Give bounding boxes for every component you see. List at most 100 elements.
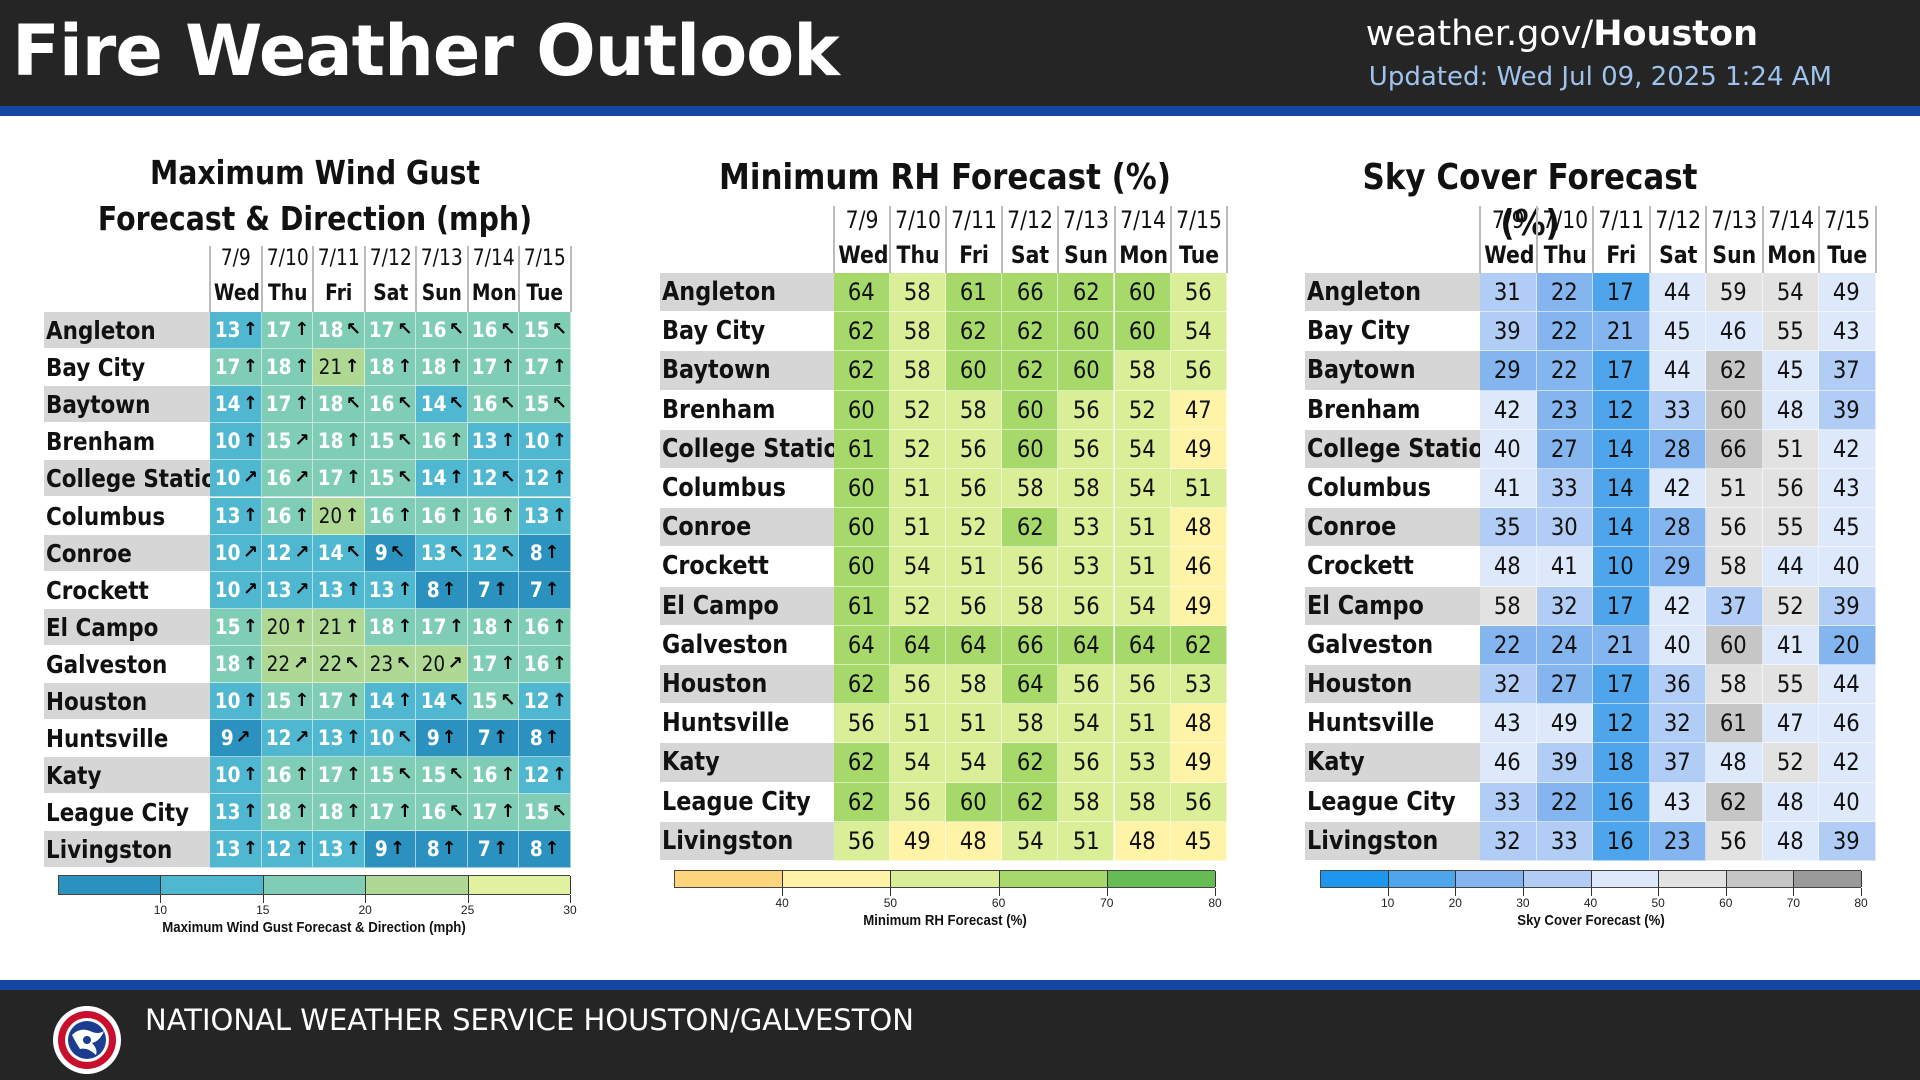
rh-value-cell: 53	[1114, 743, 1171, 783]
wind-value-label: 16	[420, 503, 447, 528]
wind-day-label: Mon	[471, 281, 517, 306]
rh-value-cell: 62	[1002, 743, 1059, 783]
sky-value-cell: 29	[1649, 547, 1706, 587]
rh-value-label: 64	[960, 630, 988, 659]
wind-direction-arrow-icon: ↖	[500, 319, 516, 341]
rh-value-cell: 62	[1002, 508, 1059, 548]
wind-value-label: 15	[265, 689, 292, 714]
wind-city-row-bg	[44, 423, 210, 460]
sky-value-label: 42	[1663, 591, 1691, 620]
wind-direction-arrow-icon: ↑	[397, 504, 413, 526]
wind-value-cell: 15 ↖	[519, 312, 571, 350]
wind-direction-arrow-icon: ↖	[448, 319, 464, 341]
sky-value-label: 44	[1663, 356, 1691, 385]
wind-value-cell: 10 ↑	[210, 683, 262, 721]
sky-city-row-bg	[1305, 743, 1480, 782]
sky-value-label: 32	[1663, 709, 1691, 738]
sky-colorbar-tick-label: 50	[1651, 896, 1665, 910]
wind-value-label: 20	[318, 503, 342, 528]
rh-value-label: 46	[1184, 552, 1212, 581]
wind-value-label: 15	[523, 318, 550, 343]
wind-value-cell: 14 ↑	[416, 460, 468, 498]
sky-city-label: Livingston	[1307, 825, 1439, 856]
sky-colorbar	[1320, 870, 1862, 888]
rh-value-label: 51	[1128, 709, 1156, 738]
wind-direction-arrow-icon: ↑	[500, 801, 516, 823]
wind-direction-arrow-icon: ↗	[294, 430, 310, 452]
rh-city-label: Baytown	[662, 355, 771, 386]
rh-date-label: 7/10	[895, 206, 942, 234]
rh-value-label: 61	[848, 434, 875, 463]
sky-value-label: 39	[1550, 748, 1578, 777]
sky-value-label: 39	[1833, 395, 1861, 424]
sky-value-label: 48	[1494, 552, 1522, 581]
rh-value-cell: 62	[834, 312, 891, 352]
rh-city-row-bg	[660, 665, 834, 704]
wind-direction-arrow-icon: ↖	[448, 690, 464, 712]
nws-logo-icon	[53, 1006, 121, 1074]
wind-value-label: 16	[420, 800, 447, 825]
wind-direction-arrow-icon: ↑	[242, 356, 258, 378]
wind-direction-arrow-icon: ↗	[294, 467, 310, 489]
rh-value-label: 56	[1072, 591, 1100, 620]
wind-direction-arrow-icon: ↑	[294, 356, 310, 378]
rh-colorbar-tick-label: 60	[991, 896, 1006, 910]
rh-value-cell: 64	[1114, 625, 1171, 665]
sky-value-label: 60	[1720, 395, 1748, 424]
rh-colorbar-tick	[890, 888, 892, 896]
wind-direction-arrow-icon: ↖	[551, 319, 567, 341]
sky-value-cell: 22	[1480, 625, 1537, 665]
wind-value-label: 18	[471, 614, 498, 639]
wind-value-cell: 17 ↑	[261, 386, 313, 424]
rh-header-divider	[1057, 206, 1060, 273]
sky-value-cell: 49	[1536, 704, 1593, 744]
sky-value-label: 62	[1720, 787, 1748, 816]
sky-value-cell: 43	[1649, 782, 1706, 822]
sky-value-label: 17	[1607, 591, 1635, 620]
wind-city-label: Crockett	[46, 575, 149, 605]
header-bar	[0, 0, 1920, 108]
sky-colorbar-tick-label: 10	[1380, 896, 1395, 910]
wind-value-cell: 13 ↑	[210, 831, 262, 869]
wind-direction-arrow-icon: ↑	[493, 838, 509, 860]
wind-direction-arrow-icon: ↗	[293, 652, 309, 674]
site-link[interactable]: weather.gov/Houston	[1366, 14, 1758, 54]
wind-value-cell: 12 ↑	[261, 831, 313, 869]
wind-value-cell: 18 ↑	[364, 608, 416, 646]
wind-direction-arrow-icon: ↖	[397, 393, 413, 415]
wind-title: Maximum Wind Gust Forecast & Direction (…	[97, 153, 533, 238]
sky-value-cell: 55	[1762, 665, 1819, 705]
rh-value-cell: 45	[1170, 821, 1227, 861]
rh-day-label: Sun	[1064, 241, 1109, 269]
rh-value-cell: 61	[946, 273, 1003, 313]
rh-value-label: 52	[1128, 395, 1156, 424]
wind-direction-arrow-icon: ↑	[242, 430, 258, 452]
rh-value-label: 54	[904, 552, 932, 581]
rh-value-cell: 58	[1002, 704, 1059, 744]
wind-value-cell: 13 ↗	[261, 571, 313, 609]
rh-value-cell: 56	[946, 429, 1003, 469]
wind-direction-arrow-icon: ↑	[500, 430, 516, 452]
wind-value-label: 10	[214, 540, 241, 565]
rh-value-cell: 56	[946, 586, 1003, 626]
sky-colorbar-tick	[1522, 888, 1524, 896]
wind-value-label: 17	[368, 800, 395, 825]
rh-value-label: 54	[1016, 826, 1044, 855]
rh-value-label: 64	[904, 630, 932, 659]
wind-value-cell: 8 ↑	[519, 831, 571, 869]
rh-value-cell: 48	[1170, 508, 1227, 548]
sky-value-cell: 16	[1593, 821, 1650, 861]
rh-value-cell: 47	[1170, 390, 1227, 430]
rh-value-cell: 51	[946, 547, 1003, 587]
rh-value-cell: 61	[834, 586, 891, 626]
rh-colorbar	[674, 870, 1216, 888]
rh-value-cell: 60	[834, 469, 891, 509]
rh-colorbar-tick-label: 80	[1208, 896, 1222, 910]
wind-direction-arrow-icon: ↑	[294, 838, 310, 860]
sky-header-divider	[1874, 206, 1877, 273]
rh-value-cell: 53	[1170, 665, 1227, 705]
wind-value-cell: 20 ↗	[416, 645, 468, 683]
rh-value-cell: 60	[946, 351, 1003, 391]
rh-value-cell: 66	[1002, 625, 1059, 665]
wind-value-cell: 8 ↑	[416, 571, 468, 609]
